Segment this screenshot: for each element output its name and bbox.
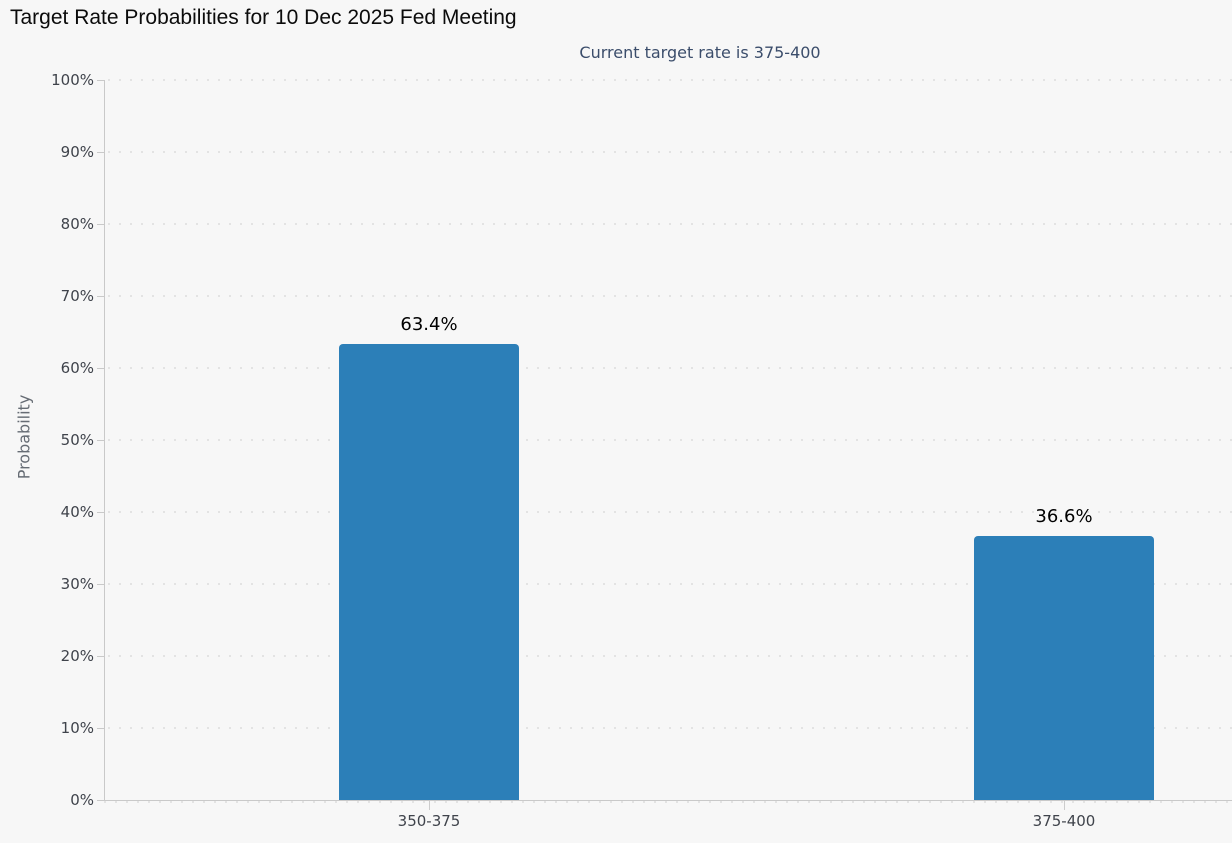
x-axis-line [104, 800, 1232, 801]
y-tick-label: 70% [60, 287, 94, 305]
y-tick-label: 40% [60, 503, 94, 521]
x-tick-mark [429, 801, 430, 810]
y-axis-line [104, 80, 105, 801]
y-tick-mark [97, 80, 104, 81]
x-tick-mark [1064, 801, 1065, 810]
y-tick-label: 0% [70, 791, 94, 809]
gridline-baseline-dots [104, 801, 1232, 803]
gridline-80 [108, 223, 1232, 225]
chart-subtitle: Current target rate is 375-400 [579, 43, 821, 62]
y-tick-label: 60% [60, 359, 94, 377]
y-tick-mark [97, 296, 104, 297]
gridline-20 [108, 655, 1232, 657]
gridline-90 [108, 151, 1232, 153]
y-tick-label: 50% [60, 431, 94, 449]
y-tick-mark [97, 224, 104, 225]
gridline-10 [108, 727, 1232, 729]
x-category-label: 375-400 [1032, 812, 1096, 830]
gridline-70 [108, 295, 1232, 297]
y-tick-mark [97, 656, 104, 657]
y-tick-label: 20% [60, 647, 94, 665]
y-tick-label: 100% [51, 71, 94, 89]
y-tick-mark [97, 152, 104, 153]
y-tick-label: 30% [60, 575, 94, 593]
gridline-50 [108, 439, 1232, 441]
gridline-60 [108, 367, 1232, 369]
gridline-100 [108, 79, 1232, 81]
bar-value-label: 63.4% [400, 314, 458, 335]
gridline-30 [108, 583, 1232, 585]
bar-value-label: 36.6% [1035, 506, 1093, 527]
y-tick-mark [97, 728, 104, 729]
probability-bar-350-375[interactable] [339, 344, 519, 800]
y-tick-mark [97, 584, 104, 585]
probability-bar-375-400[interactable] [974, 536, 1154, 800]
y-tick-mark [97, 368, 104, 369]
x-category-label: 350-375 [397, 812, 461, 830]
y-tick-mark [97, 440, 104, 441]
chart-title: Target Rate Probabilities for 10 Dec 202… [10, 6, 517, 29]
y-tick-label: 10% [60, 719, 94, 737]
y-tick-mark [97, 800, 104, 801]
y-tick-mark [97, 512, 104, 513]
y-tick-label: 90% [60, 143, 94, 161]
y-tick-label: 80% [60, 215, 94, 233]
gridline-40 [108, 511, 1232, 513]
